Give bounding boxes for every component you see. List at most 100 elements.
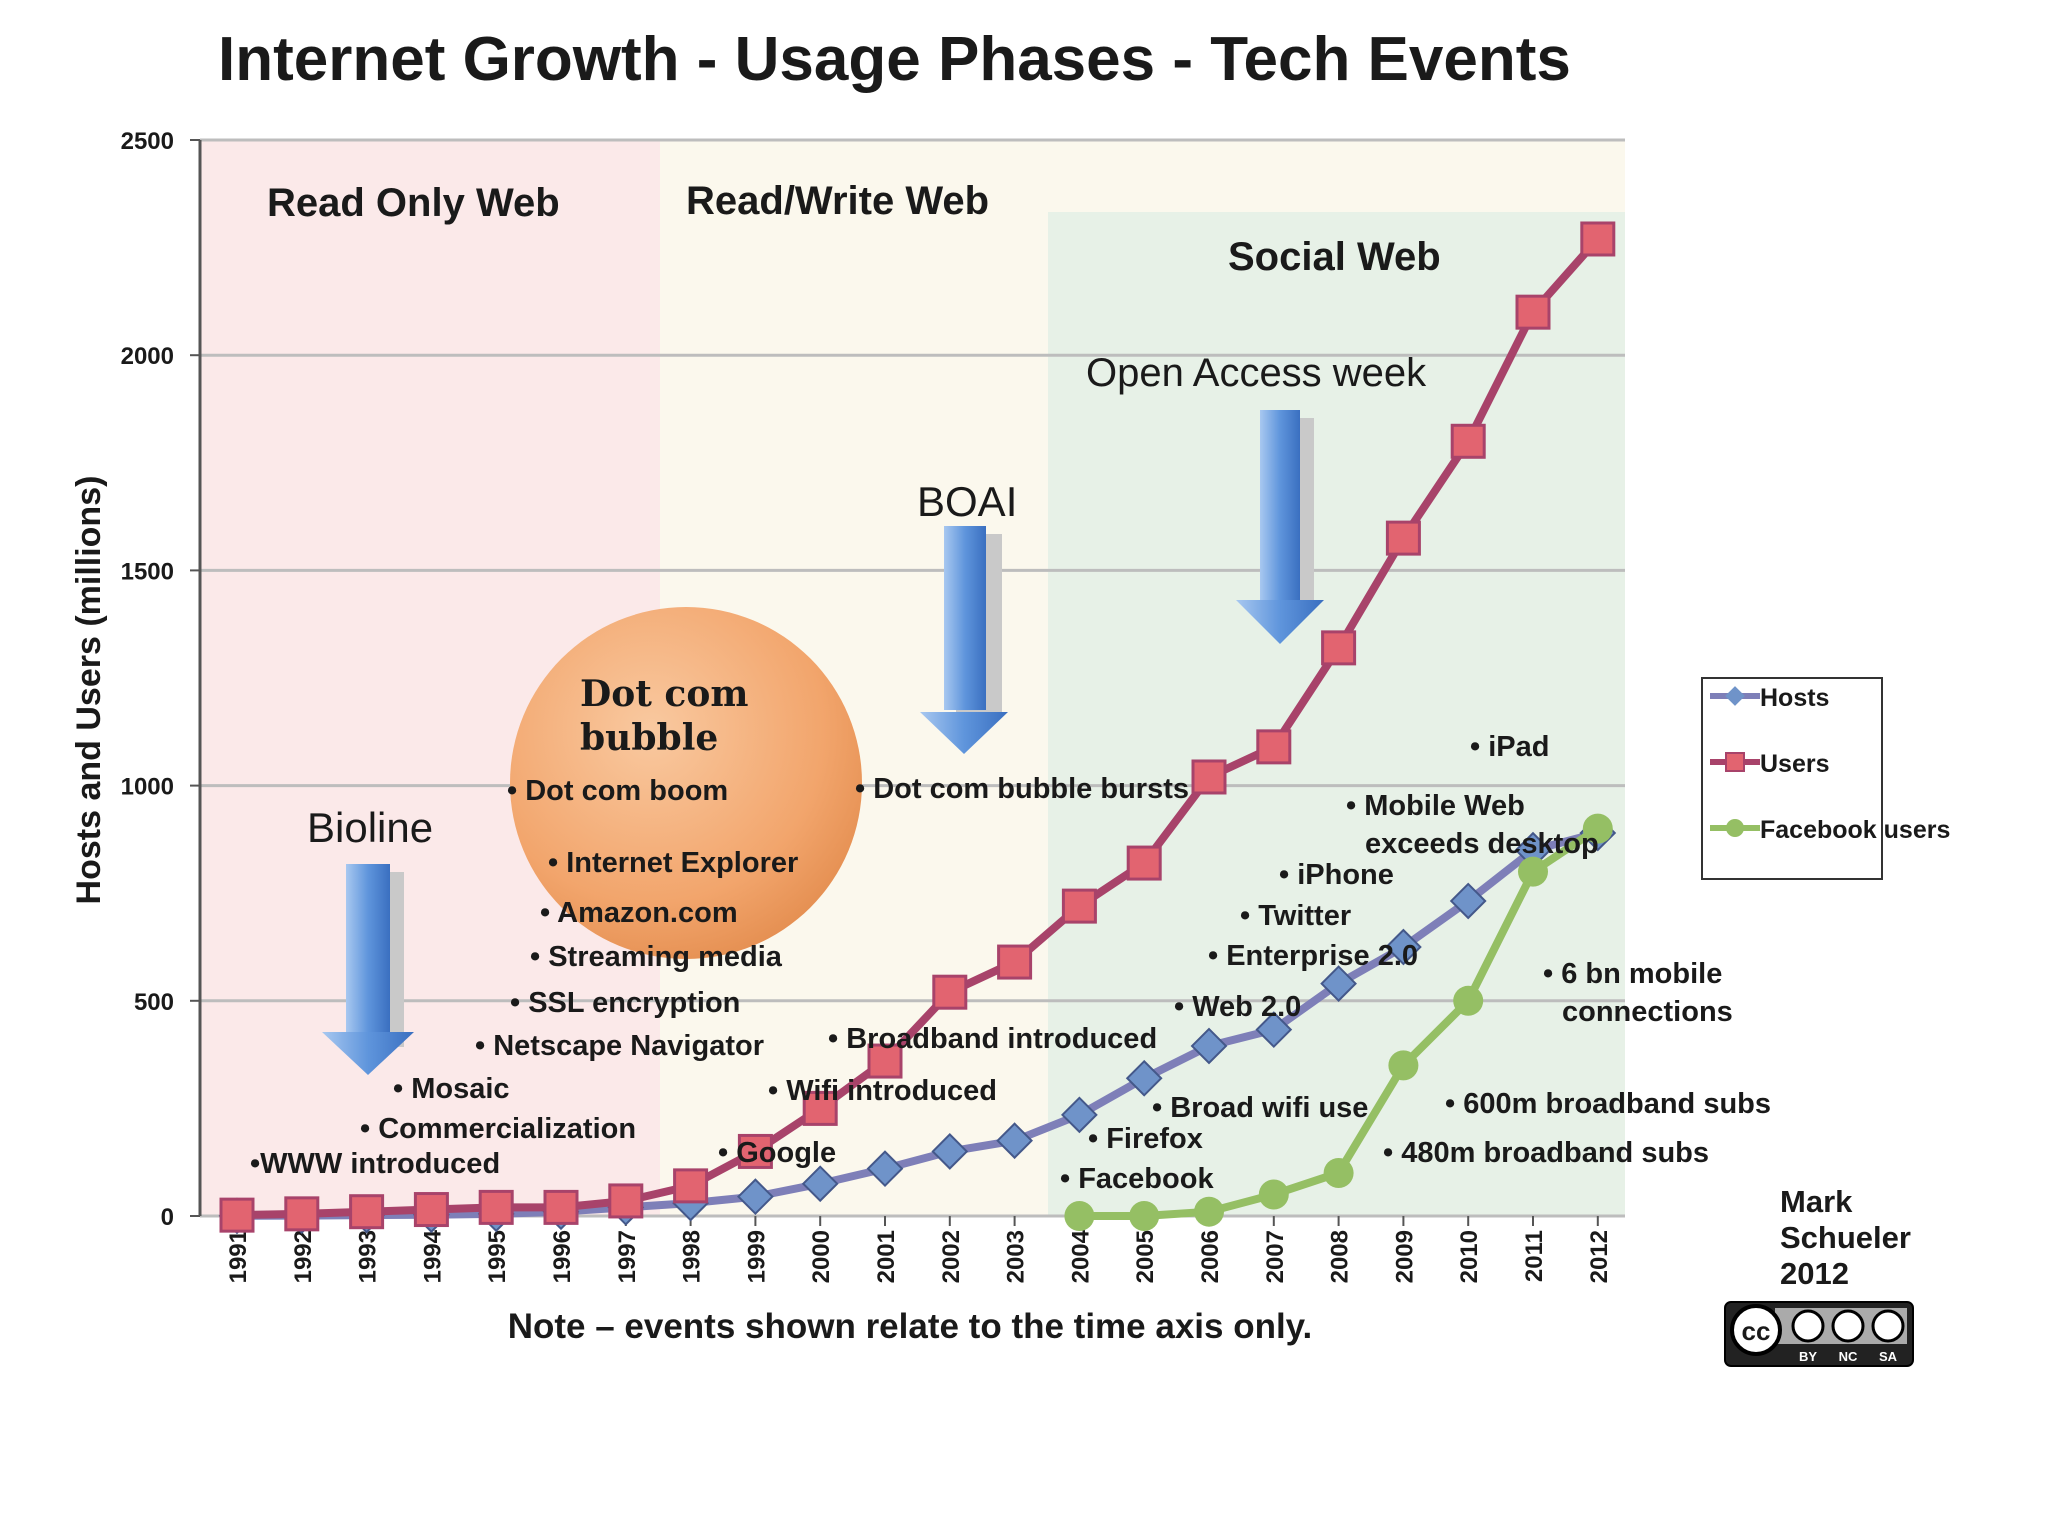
x-tick-label-1994: 1994 — [419, 1229, 446, 1283]
x-tick-label-2006: 2006 — [1197, 1230, 1224, 1283]
marker-facebook-users-2004 — [1064, 1201, 1095, 1231]
cc-logo-text: cc — [1742, 1316, 1771, 1346]
open-access-label: Open Access week — [1086, 351, 1427, 395]
author-line2: Schueler — [1780, 1220, 1911, 1255]
chart-title: Internet Growth - Usage Phases - Tech Ev… — [218, 25, 1571, 94]
event-ipad: • iPad — [1470, 731, 1549, 763]
x-tick-label-1996: 1996 — [549, 1230, 576, 1283]
event-iphone: • iPhone — [1279, 859, 1394, 891]
marker-hosts-2011 — [1514, 831, 1552, 869]
grid-lines — [190, 138, 1625, 1218]
cc-license-badge: cc BY NC SA — [1724, 1301, 1914, 1367]
x-tick-label-1992: 1992 — [290, 1230, 317, 1283]
x-tick-label-2009: 2009 — [1391, 1230, 1418, 1283]
sa-icon — [1871, 1309, 1905, 1343]
license-sa: SA — [1879, 1349, 1898, 1364]
event-6bn-mobile: • 6 bn mobile — [1543, 958, 1722, 990]
y-tick-label-2000: 2000 — [121, 343, 174, 370]
x-tick-label-1993: 1993 — [355, 1230, 382, 1283]
event-commercialization: • Commercialization — [360, 1113, 636, 1145]
line-users — [236, 236, 1601, 1220]
y-axis-ticks: 0 500 1000 1500 2000 2500 — [121, 128, 174, 1231]
phase-label-read-only: Read Only Web — [267, 181, 560, 225]
by-icon — [1791, 1309, 1825, 1343]
event-ie: • Internet Explorer — [548, 847, 798, 879]
marker-users-1993 — [349, 1194, 385, 1230]
marker-facebook-users-2007 — [1258, 1179, 1289, 1210]
event-ssl: • SSL encryption — [510, 987, 740, 1019]
marker-users-2012 — [1580, 221, 1616, 257]
legend-box — [1701, 677, 1883, 880]
legend-facebook-label: Facebook users — [1760, 816, 1950, 844]
marker-hosts-2008 — [1320, 965, 1357, 1002]
legend-users-label: Users — [1760, 750, 1830, 778]
phase-label-read-write: Read/Write Web — [686, 179, 989, 223]
x-tick-label-2004: 2004 — [1067, 1229, 1094, 1283]
legend-hosts-label: Hosts — [1760, 684, 1829, 712]
x-tick-label-2007: 2007 — [1262, 1230, 1289, 1283]
x-tick-label-2010: 2010 — [1456, 1230, 1483, 1283]
event-twitter: • Twitter — [1240, 900, 1351, 932]
marker-users-1994 — [413, 1192, 449, 1228]
x-tick-label-2001: 2001 — [873, 1230, 900, 1283]
y-tick-label-1000: 1000 — [121, 774, 174, 801]
author-line3: 2012 — [1780, 1256, 1849, 1291]
marker-hosts-2006 — [1190, 1027, 1228, 1065]
marker-hosts-2001 — [866, 1150, 904, 1188]
event-web20: • Web 2.0 — [1174, 991, 1301, 1023]
x-tick-label-1999: 1999 — [743, 1230, 770, 1283]
marker-hosts-2003 — [996, 1122, 1033, 1160]
marker-users-2007 — [1256, 729, 1292, 765]
open-access-arrow — [1236, 410, 1324, 644]
event-www: •WWW introduced — [250, 1148, 500, 1180]
legend-users-marker — [1725, 752, 1745, 772]
x-tick-label-1998: 1998 — [679, 1230, 706, 1283]
marker-facebook-users-2012 — [1582, 813, 1613, 844]
event-netscape: • Netscape Navigator — [475, 1030, 764, 1062]
x-tick-label-2000: 2000 — [808, 1230, 835, 1283]
marker-hosts-2009 — [1385, 928, 1422, 966]
license-by: BY — [1799, 1349, 1817, 1364]
event-connections: connections — [1562, 996, 1733, 1028]
event-broadband: • Broadband introduced — [828, 1023, 1157, 1055]
bubble-label-line1: Dot com — [580, 673, 748, 715]
marker-facebook-users-2005 — [1129, 1201, 1160, 1231]
x-axis-note: Note – events shown relate to the time a… — [508, 1307, 1313, 1346]
marker-users-2002 — [932, 974, 968, 1010]
event-streaming: • Streaming media — [530, 941, 783, 973]
marker-hosts-2005 — [1125, 1059, 1163, 1097]
event-facebook: • Facebook — [1060, 1163, 1214, 1195]
legend: Hosts Users Facebook users — [1701, 677, 1950, 880]
marker-facebook-users-2010 — [1453, 985, 1484, 1016]
event-broad-wifi: • Broad wifi use — [1152, 1092, 1368, 1124]
event-enterprise20: • Enterprise 2.0 — [1208, 940, 1418, 972]
marker-facebook-users-2009 — [1388, 1050, 1419, 1081]
x-tick-label-2012: 2012 — [1586, 1230, 1613, 1283]
marker-users-1997 — [608, 1183, 644, 1219]
marker-users-1992 — [284, 1196, 320, 1232]
marker-users-1991 — [219, 1197, 255, 1233]
marker-users-1998 — [673, 1168, 709, 1204]
marker-users-1995 — [478, 1189, 514, 1225]
marker-users-1999 — [737, 1133, 773, 1169]
event-firefox: • Firefox — [1088, 1123, 1203, 1155]
marker-facebook-users-2011 — [1518, 856, 1548, 887]
license-nc: NC — [1839, 1349, 1858, 1364]
marker-users-1996 — [543, 1189, 579, 1225]
event-amazon: • Amazon.com — [540, 897, 738, 929]
event-mobile-web: • Mobile Web — [1346, 790, 1525, 822]
legend-facebook-marker — [1726, 819, 1744, 837]
y-axis-label: Hosts and Users (millions) — [70, 476, 108, 905]
marker-users-2011 — [1515, 294, 1551, 330]
marker-users-2000 — [802, 1090, 838, 1126]
event-600m: • 600m broadband subs — [1445, 1088, 1771, 1120]
x-tick-label-2003: 2003 — [1003, 1230, 1030, 1283]
y-tick-label-1500: 1500 — [121, 558, 174, 585]
nc-icon — [1831, 1309, 1865, 1343]
marker-users-2010 — [1450, 423, 1486, 459]
boai-label: BOAI — [917, 478, 1017, 525]
phase-social-bg — [1048, 212, 1625, 1216]
x-tick-label-2011: 2011 — [1521, 1230, 1548, 1282]
